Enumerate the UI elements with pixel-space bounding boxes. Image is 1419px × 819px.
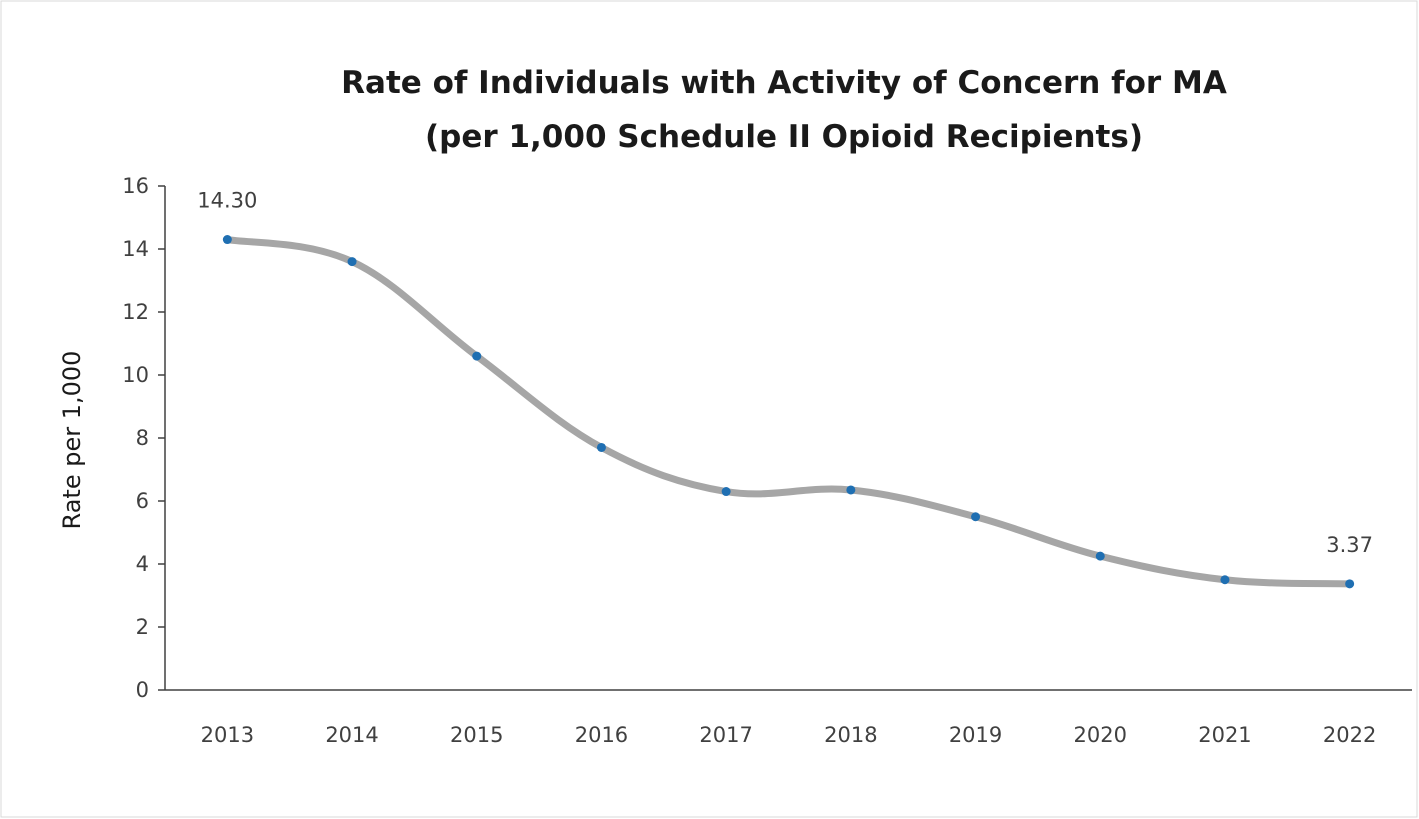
series-layer [222,235,1355,589]
x-tick-label: 2022 [1323,723,1376,747]
data-point [1345,579,1355,589]
y-tick-label: 12 [122,300,149,324]
x-axis-ticks: 2013 2014 2015 2016 2017 2018 2019 2020 2021 2022 [201,723,1377,747]
y-tick-label: 16 [122,174,149,198]
x-tick-label: 2015 [450,723,503,747]
x-tick-label: 2019 [949,723,1002,747]
x-tick-label: 2016 [575,723,628,747]
data-point [971,512,981,522]
y-tick-label: 10 [122,363,149,387]
y-tick-label: 14 [122,237,149,261]
data-point [347,257,357,267]
y-tick-label: 4 [136,552,149,576]
x-tick-label: 2013 [201,723,254,747]
data-label: 14.30 [197,189,257,213]
data-point [1220,575,1230,585]
chart-title-line-1: Rate of Individuals with Activity of Con… [341,65,1227,101]
x-tick-label: 2020 [1074,723,1127,747]
data-point [1095,551,1105,561]
y-axis-ticks: 0 2 4 6 8 10 12 14 16 [122,174,165,702]
data-labels: 14.30 3.37 [197,189,1373,557]
x-tick-label: 2018 [824,723,877,747]
data-point [721,487,731,497]
y-tick-label: 2 [136,615,149,639]
data-point [596,442,606,452]
data-label: 3.37 [1326,533,1373,557]
data-point [472,351,482,361]
y-tick-label: 8 [136,426,149,450]
x-tick-label: 2017 [699,723,752,747]
x-tick-label: 2021 [1198,723,1251,747]
y-tick-label: 6 [136,489,149,513]
data-point [846,485,856,495]
y-axis-title: Rate per 1,000 [58,351,86,530]
x-tick-label: 2014 [325,723,378,747]
data-point [222,235,232,245]
chart-title-line-2: (per 1,000 Schedule II Opioid Recipients… [425,119,1143,155]
y-tick-label: 0 [136,678,149,702]
series-line [223,236,1354,588]
chart-title: Rate of Individuals with Activity of Con… [341,65,1227,155]
